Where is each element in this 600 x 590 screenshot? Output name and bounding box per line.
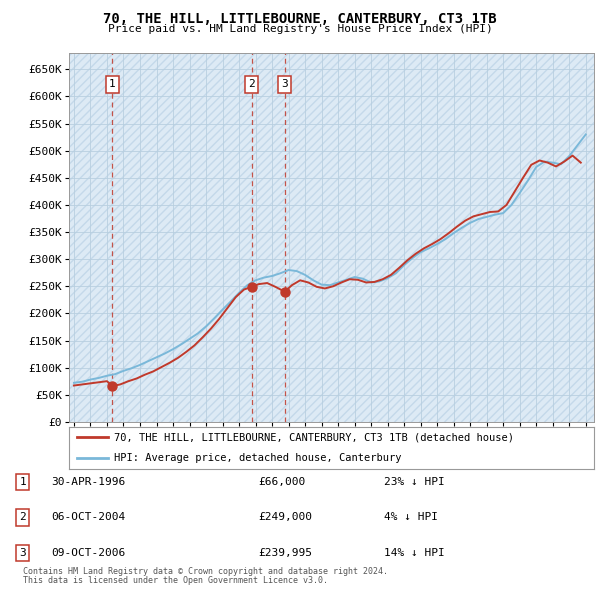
Text: Contains HM Land Registry data © Crown copyright and database right 2024.: Contains HM Land Registry data © Crown c… <box>23 567 388 576</box>
Text: 3: 3 <box>19 548 26 558</box>
Text: £239,995: £239,995 <box>258 548 312 558</box>
Text: 3: 3 <box>281 80 288 90</box>
Text: 70, THE HILL, LITTLEBOURNE, CANTERBURY, CT3 1TB (detached house): 70, THE HILL, LITTLEBOURNE, CANTERBURY, … <box>113 432 514 442</box>
Text: £66,000: £66,000 <box>258 477 305 487</box>
Text: 09-OCT-2006: 09-OCT-2006 <box>51 548 125 558</box>
Text: 23% ↓ HPI: 23% ↓ HPI <box>384 477 445 487</box>
Text: 4% ↓ HPI: 4% ↓ HPI <box>384 513 438 522</box>
Text: 1: 1 <box>109 80 116 90</box>
Text: 70, THE HILL, LITTLEBOURNE, CANTERBURY, CT3 1TB: 70, THE HILL, LITTLEBOURNE, CANTERBURY, … <box>103 12 497 26</box>
Text: £249,000: £249,000 <box>258 513 312 522</box>
Text: 06-OCT-2004: 06-OCT-2004 <box>51 513 125 522</box>
Text: This data is licensed under the Open Government Licence v3.0.: This data is licensed under the Open Gov… <box>23 576 328 585</box>
Text: 14% ↓ HPI: 14% ↓ HPI <box>384 548 445 558</box>
Text: 1: 1 <box>19 477 26 487</box>
Text: 30-APR-1996: 30-APR-1996 <box>51 477 125 487</box>
Text: 2: 2 <box>19 513 26 522</box>
Text: Price paid vs. HM Land Registry's House Price Index (HPI): Price paid vs. HM Land Registry's House … <box>107 24 493 34</box>
Text: HPI: Average price, detached house, Canterbury: HPI: Average price, detached house, Cant… <box>113 454 401 463</box>
Text: 2: 2 <box>248 80 255 90</box>
